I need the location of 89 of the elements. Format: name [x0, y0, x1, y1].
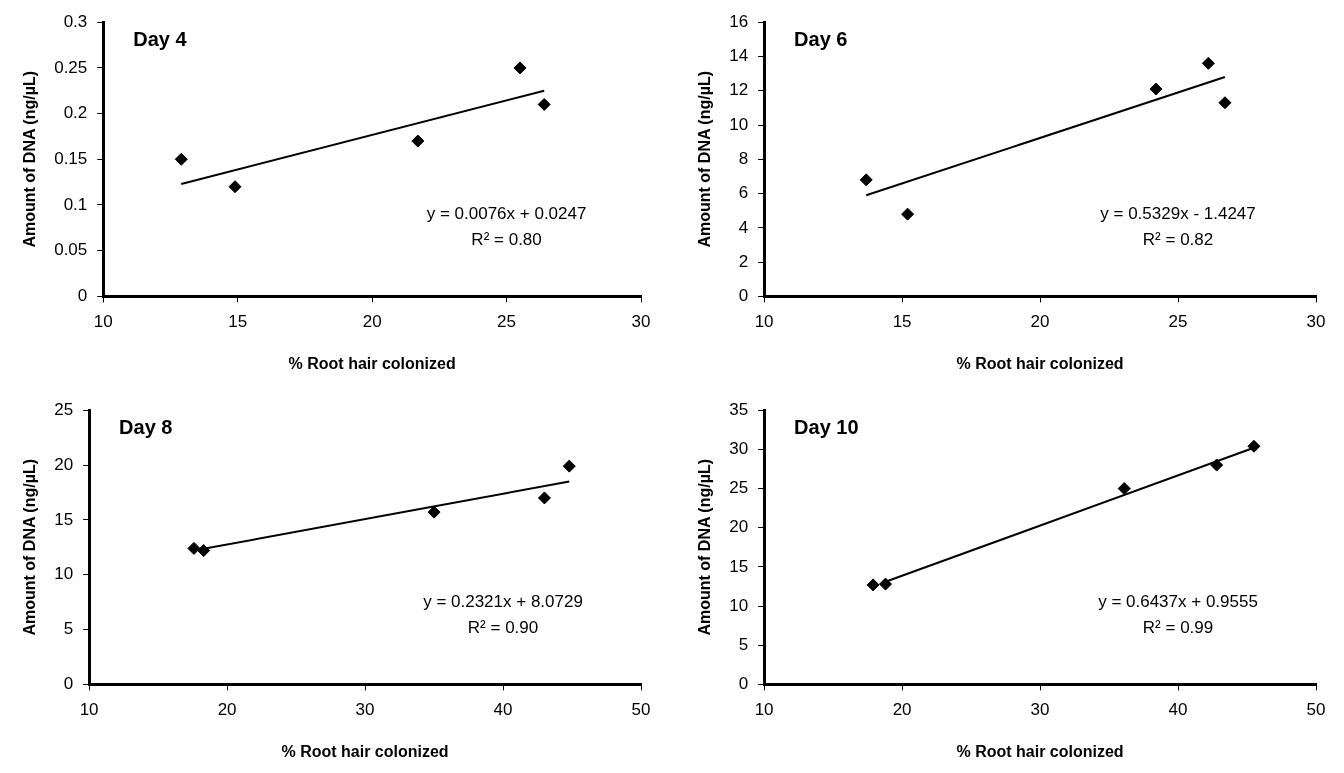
- point: [427, 505, 441, 519]
- y-axis-title: Amount of DNA (ng/µL): [21, 459, 39, 636]
- x-tick-label: 25: [497, 312, 517, 332]
- x-tick-label: 40: [493, 700, 513, 720]
- y-tick-label: 14: [729, 46, 749, 66]
- y-tick-label: 4: [738, 217, 749, 237]
- annotation: y = 0.2321x + 8.0729: [423, 591, 583, 611]
- x-tick-label: 20: [217, 700, 237, 720]
- x-tick-label: 40: [1168, 700, 1188, 720]
- x-tick-label: 30: [1306, 312, 1326, 332]
- y-tick-label: 2: [738, 251, 749, 271]
- annotation: R² = 0.99: [1142, 617, 1214, 637]
- annotation: y = 0.6437x + 0.9555: [1098, 591, 1258, 611]
- x-tick-label: 50: [1306, 700, 1326, 720]
- point: [901, 207, 915, 221]
- y-tick-label: 35: [729, 399, 749, 419]
- point: [187, 541, 201, 555]
- x-axis-title: % Root hair colonized: [956, 354, 1124, 372]
- y-tick-label: 25: [54, 399, 74, 419]
- x-tick-label: 25: [1168, 312, 1188, 332]
- y-tick-label: 20: [54, 454, 74, 474]
- chart-title: Day 6: [794, 27, 848, 50]
- y-tick-label: 0.05: [54, 240, 88, 260]
- x-tick-label: 30: [631, 312, 651, 332]
- y-tick-label: 6: [738, 183, 749, 203]
- x-tick-label: 20: [1030, 312, 1050, 332]
- annotation: R² = 0.80: [471, 229, 542, 249]
- point: [1210, 458, 1224, 472]
- point: [228, 180, 242, 194]
- y-tick-label: 0: [738, 286, 749, 306]
- y-tick-label: 0: [63, 674, 74, 694]
- y-tick-label: 5: [63, 619, 74, 639]
- y-tick-label: 15: [729, 556, 749, 576]
- y-tick-label: 25: [729, 478, 749, 498]
- y-tick-label: 10: [729, 595, 749, 615]
- chart-title: Day 8: [119, 415, 173, 438]
- point: [866, 578, 880, 592]
- point: [537, 97, 551, 111]
- x-tick-label: 10: [93, 312, 113, 332]
- point: [1247, 439, 1261, 453]
- x-tick-label: 20: [892, 700, 912, 720]
- x-tick-label: 15: [892, 312, 912, 332]
- x-axis-title: % Root hair colonized: [281, 742, 449, 760]
- point: [1218, 96, 1232, 110]
- y-tick-label: 0.15: [54, 148, 88, 168]
- y-tick-label: 0.25: [54, 57, 88, 77]
- chart-title: Day 10: [794, 415, 859, 438]
- y-tick-label: 8: [738, 148, 749, 168]
- annotation: y = 0.0076x + 0.0247: [426, 203, 587, 223]
- x-axis-title: % Root hair colonized: [288, 354, 456, 372]
- y-tick-label: 10: [54, 564, 74, 584]
- y-tick-label: 0.2: [63, 103, 88, 123]
- annotation: y = 0.5329x - 1.4247: [1100, 203, 1256, 223]
- point: [562, 459, 576, 473]
- point: [879, 577, 893, 591]
- y-tick-label: 16: [729, 11, 749, 31]
- x-tick-label: 30: [1030, 700, 1050, 720]
- y-tick-label: 12: [729, 80, 749, 100]
- x-tick-label: 15: [228, 312, 248, 332]
- y-axis-title: Amount of DNA (ng/µL): [21, 71, 39, 248]
- x-tick-label: 50: [631, 700, 651, 720]
- point: [513, 61, 527, 75]
- y-tick-label: 0: [738, 674, 749, 694]
- y-axis-title: Amount of DNA (ng/µL): [696, 71, 714, 248]
- point: [859, 173, 873, 187]
- y-tick-label: 0.1: [63, 194, 88, 214]
- y-tick-label: 10: [729, 114, 749, 134]
- point: [1117, 482, 1131, 496]
- y-tick-label: 0: [77, 286, 88, 306]
- point: [411, 134, 425, 148]
- chart-title: Day 4: [133, 27, 188, 50]
- y-tick-label: 15: [54, 509, 74, 529]
- point: [174, 152, 188, 166]
- point: [197, 544, 211, 558]
- x-tick-label: 30: [355, 700, 375, 720]
- y-tick-label: 30: [729, 439, 749, 459]
- point: [537, 491, 551, 505]
- x-tick-label: 10: [754, 312, 774, 332]
- point: [1149, 82, 1163, 96]
- x-tick-label: 20: [362, 312, 382, 332]
- annotation: R² = 0.82: [1142, 229, 1214, 249]
- annotation: R² = 0.90: [467, 617, 539, 637]
- x-tick-label: 10: [754, 700, 774, 720]
- y-tick-label: 0.3: [63, 11, 88, 31]
- y-tick-label: 20: [729, 517, 749, 537]
- y-axis-title: Amount of DNA (ng/µL): [696, 459, 714, 636]
- point: [1201, 56, 1215, 70]
- x-axis-title: % Root hair colonized: [956, 742, 1124, 760]
- y-tick-label: 5: [738, 634, 749, 654]
